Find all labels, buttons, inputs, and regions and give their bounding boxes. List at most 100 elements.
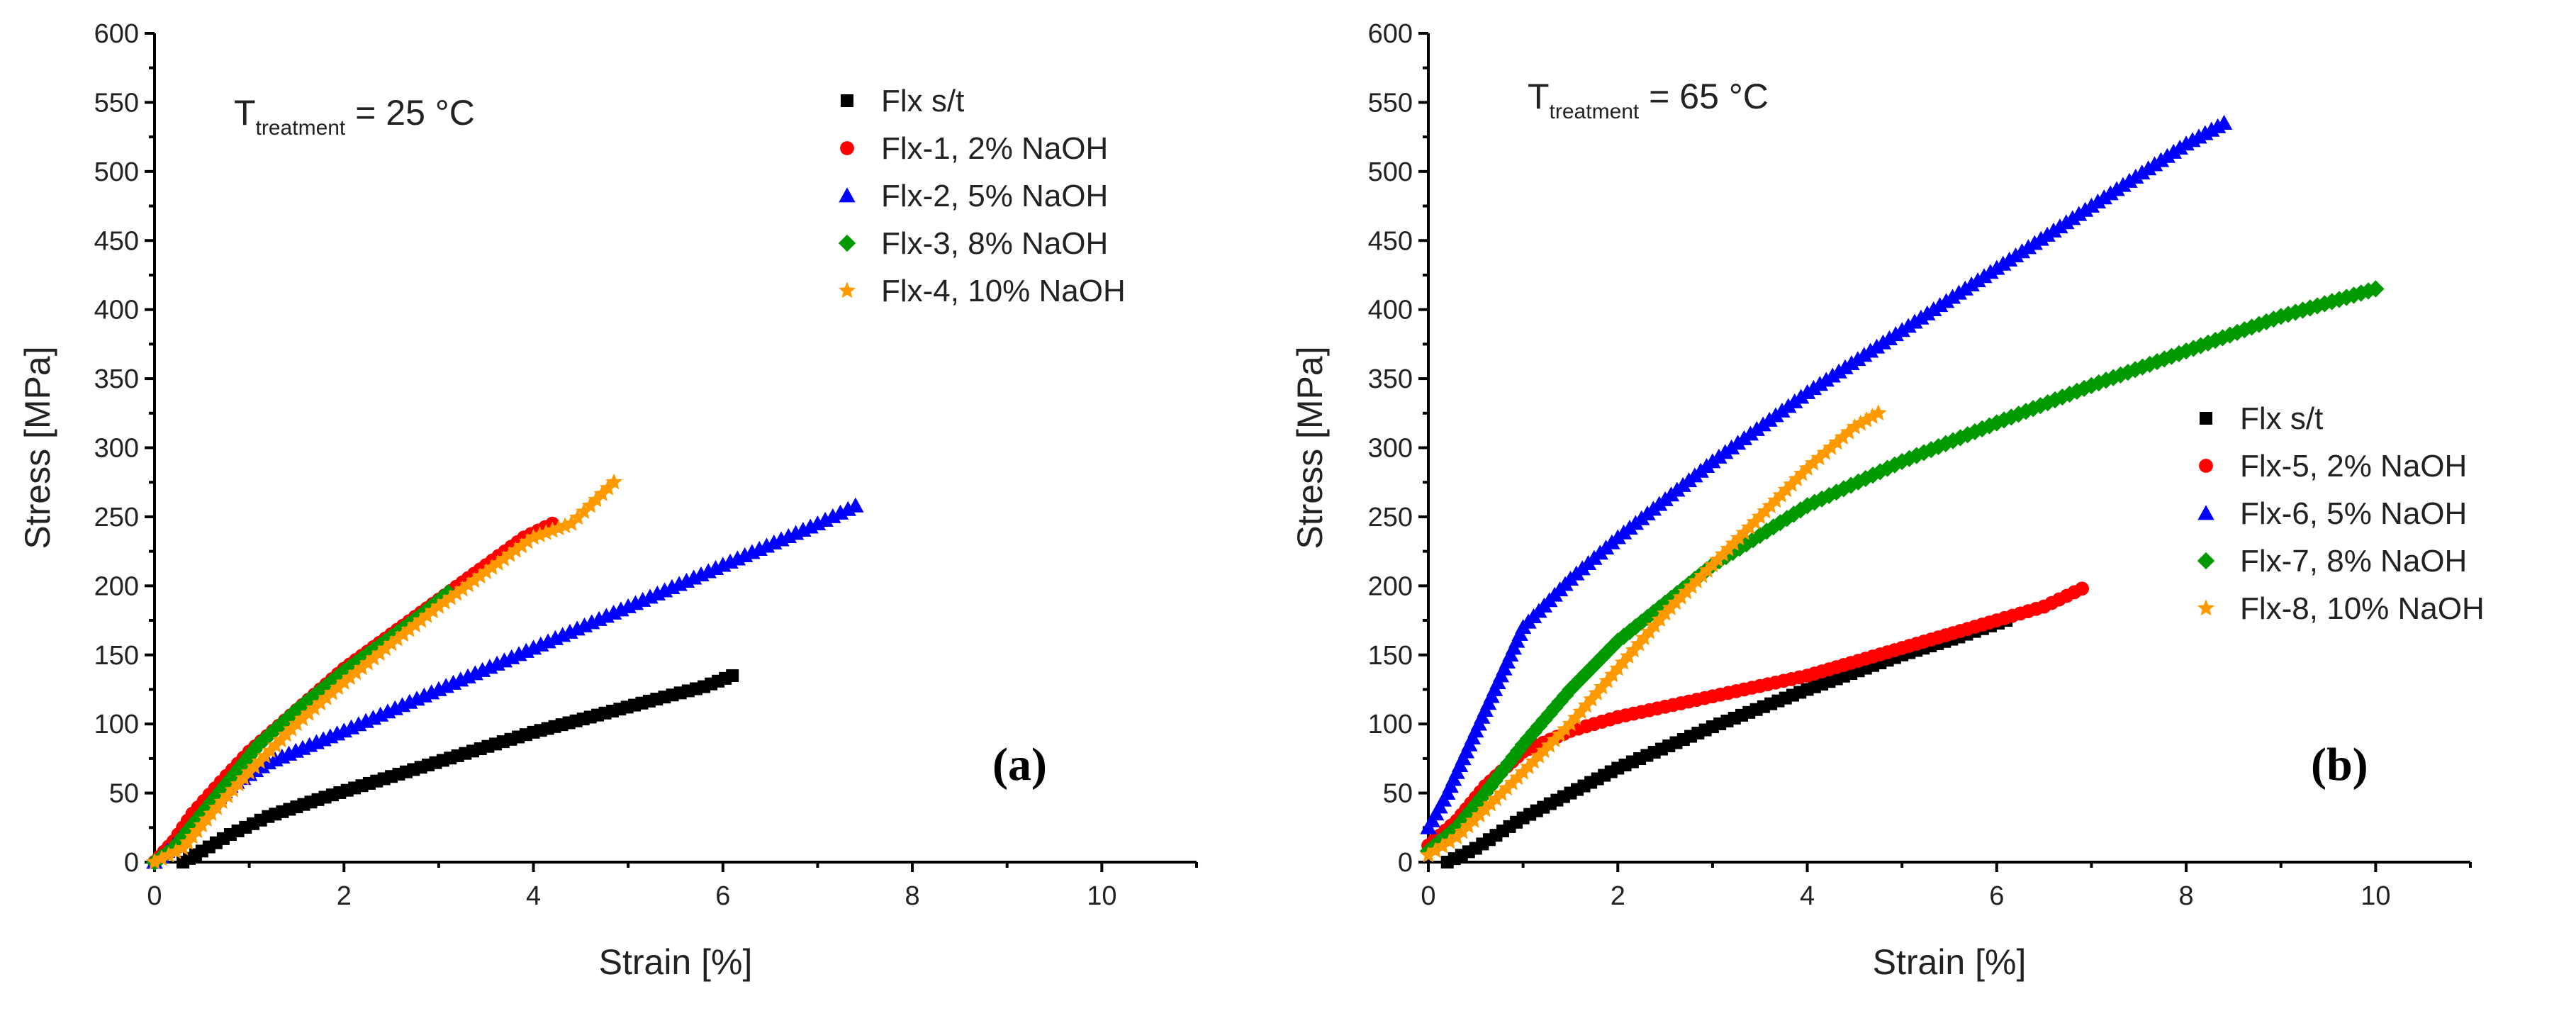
data-point (1457, 807, 1475, 825)
legend-marker (2197, 599, 2214, 616)
data-point (2214, 329, 2231, 347)
data-point (1959, 426, 1976, 444)
y-tick-label: 250 (1368, 503, 1413, 532)
data-point (575, 503, 593, 519)
data-point (2199, 334, 2217, 352)
x-tick-label: 4 (1800, 881, 1815, 911)
data-point (593, 485, 611, 501)
y-tick-label: 550 (94, 88, 139, 118)
data-point (418, 607, 436, 623)
x-axis-title: Strain [%] (1873, 942, 2027, 982)
data-point (1878, 459, 1896, 477)
x-tick-label: 6 (715, 881, 730, 911)
legend-marker (841, 94, 853, 107)
data-point (188, 810, 206, 829)
data-point (283, 720, 300, 737)
y-tick-label: 300 (1368, 434, 1413, 464)
data-point (1657, 604, 1674, 621)
data-point (1477, 800, 1494, 817)
data-point (1668, 585, 1686, 603)
data-point (1460, 817, 1477, 834)
data-point (1662, 599, 1679, 615)
y-tick-label: 200 (1368, 571, 1413, 601)
y-tick-label: 250 (94, 503, 139, 532)
series-square (177, 669, 739, 868)
data-point (1725, 535, 1742, 551)
data-point (1777, 481, 1795, 498)
data-point (2345, 286, 2363, 304)
data-point (563, 515, 580, 531)
legend-marker (839, 187, 856, 203)
data-point (537, 524, 555, 540)
data-point (1730, 529, 1747, 546)
data-point (1481, 778, 1499, 796)
data-point (329, 678, 347, 696)
data-point (1614, 654, 1632, 670)
data-point (250, 736, 268, 754)
data-point (167, 842, 185, 859)
data-point (2265, 311, 2283, 328)
data-point (1454, 822, 1472, 839)
data-point (261, 726, 279, 744)
y-axis-title: Stress [MPa] (18, 346, 57, 549)
y-tick-label: 500 (1368, 157, 1413, 187)
data-point (1572, 670, 1590, 688)
data-point (513, 537, 530, 554)
data-point (1505, 748, 1523, 766)
data-point (1519, 730, 1538, 747)
data-point (1822, 438, 1839, 455)
data-point (401, 620, 418, 637)
data-point (2126, 361, 2144, 379)
legend-marker (2197, 505, 2214, 520)
data-point (203, 805, 220, 821)
legend-label: Flx s/t (2240, 401, 2323, 436)
annot-subscript: treatment (1550, 100, 1640, 123)
data-point (1567, 708, 1584, 725)
data-point (240, 747, 258, 765)
data-point (2156, 350, 2173, 368)
annot-subscript: treatment (256, 116, 346, 140)
data-point (1798, 497, 1816, 515)
data-point (1735, 524, 1753, 540)
data-point (556, 517, 574, 534)
data-point (359, 654, 376, 671)
data-point (1530, 747, 1547, 764)
y-tick-label: 350 (94, 364, 139, 394)
legend-marker (840, 141, 854, 155)
data-point (1827, 483, 1845, 501)
data-point (489, 554, 507, 571)
data-point (2316, 295, 2334, 313)
data-point (1714, 545, 1732, 562)
data-point (1849, 473, 1867, 491)
data-point (2279, 306, 2297, 323)
data-point (1427, 842, 1444, 859)
data-point (1846, 418, 1864, 435)
legend-label: Flx-5, 2% NaOH (2240, 449, 2467, 484)
data-point (1486, 772, 1503, 790)
data-point (1864, 408, 1881, 424)
data-point (240, 763, 258, 780)
data-point (2228, 323, 2246, 342)
data-point (2215, 114, 2233, 130)
data-point (501, 545, 519, 562)
legend-label: Flx-3, 8% NaOH (881, 226, 1108, 261)
data-point (184, 827, 201, 844)
annot-suffix: = 65 °C (1639, 77, 1769, 116)
data-point (1858, 410, 1876, 428)
data-point (1493, 784, 1511, 801)
data-point (293, 710, 311, 727)
annot-suffix: = 25 °C (345, 93, 475, 133)
data-point (495, 550, 513, 566)
data-point (235, 769, 252, 786)
x-axis-title: Strain [%] (599, 942, 753, 982)
data-point (1467, 795, 1484, 813)
data-point (1783, 475, 1801, 492)
data-point (519, 532, 537, 549)
data-point (1448, 828, 1466, 845)
data-point (2017, 403, 2035, 420)
treatment-temperature-label: Ttreatment = 65 °C (1528, 77, 1769, 123)
data-point (1598, 672, 1616, 688)
data-point (224, 781, 242, 798)
data-point (1509, 769, 1526, 786)
data-point (2097, 372, 2115, 389)
